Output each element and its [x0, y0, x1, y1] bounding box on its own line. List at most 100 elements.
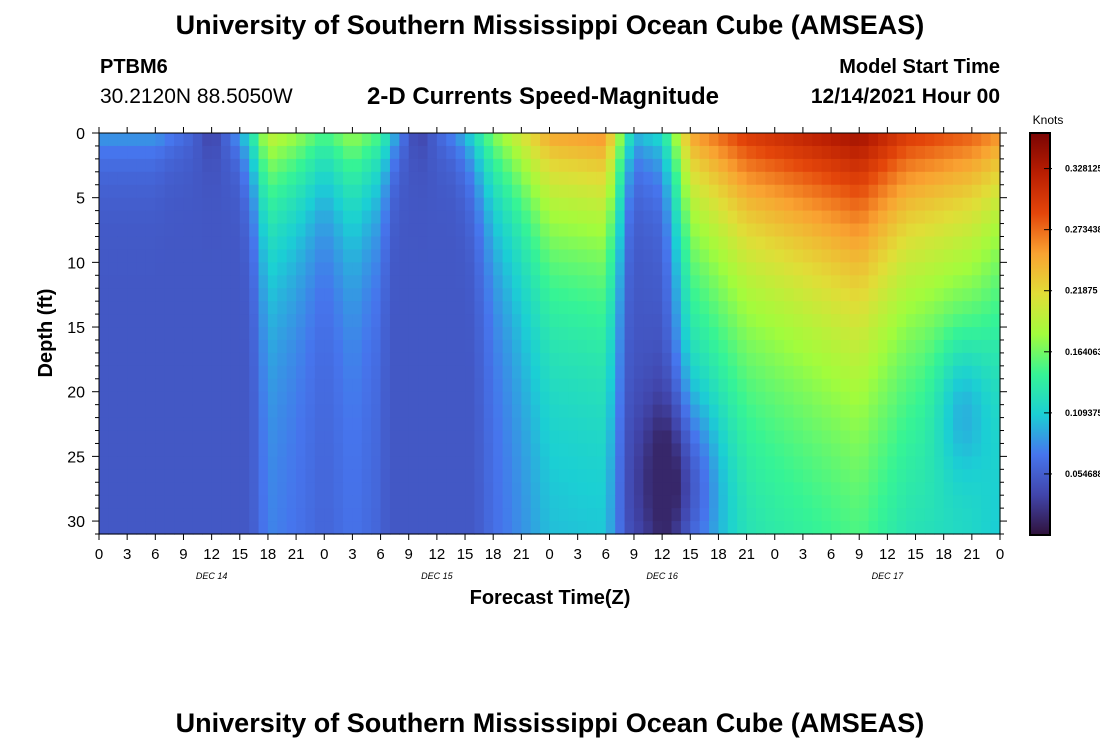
heat-cell	[540, 378, 551, 393]
heat-cell	[812, 495, 823, 509]
heat-cell	[962, 145, 973, 160]
x-tick-label: 21	[513, 546, 530, 563]
heat-cell	[483, 443, 494, 457]
heat-cell	[117, 301, 128, 315]
heat-cell	[305, 145, 316, 160]
heat-cell	[511, 133, 522, 147]
heat-cell	[615, 352, 626, 367]
heat-cell	[906, 314, 917, 328]
heat-cell	[718, 378, 729, 393]
heat-cell	[633, 378, 644, 393]
heat-cell	[568, 314, 579, 328]
heat-cell	[953, 249, 964, 263]
heat-cell	[436, 236, 447, 251]
heat-cell	[971, 469, 982, 483]
heat-cell	[305, 158, 316, 173]
heat-cell	[784, 314, 795, 328]
heat-cell	[671, 249, 682, 263]
heat-cell	[286, 456, 297, 470]
heat-cell	[840, 508, 851, 522]
heat-cell	[145, 482, 156, 496]
heat-cell	[192, 236, 203, 251]
heat-cell	[371, 301, 382, 315]
heat-cell	[812, 158, 823, 173]
heat-cell	[615, 301, 626, 315]
heat-cell	[906, 210, 917, 225]
heat-cell	[671, 339, 682, 354]
heat-cell	[361, 469, 372, 483]
heat-cell	[521, 236, 532, 251]
heat-cell	[596, 482, 607, 496]
heat-cell	[633, 314, 644, 328]
heat-cell	[840, 378, 851, 393]
heat-cell	[755, 275, 766, 289]
heat-cell	[511, 404, 522, 419]
heat-cell	[709, 327, 720, 341]
heat-cell	[493, 469, 504, 483]
heat-cell	[108, 184, 119, 199]
heat-cell	[202, 521, 213, 535]
heat-cell	[540, 365, 551, 380]
heat-cell	[896, 430, 907, 445]
heat-cell	[305, 133, 316, 147]
heat-cell	[981, 508, 992, 522]
heat-cell	[389, 404, 400, 419]
heat-cell	[436, 430, 447, 445]
heat-cell	[333, 184, 344, 199]
heat-cell	[718, 314, 729, 328]
heat-cell	[117, 456, 128, 470]
heat-cell	[605, 352, 616, 367]
heat-cell	[849, 521, 860, 535]
heat-cell	[934, 391, 945, 406]
heat-cell	[868, 236, 879, 251]
heat-cell	[258, 508, 269, 522]
heat-cell	[662, 171, 673, 186]
heat-cell	[511, 275, 522, 289]
heat-cell	[774, 197, 785, 212]
heat-cell	[868, 456, 879, 470]
heat-cell	[540, 404, 551, 419]
heat-cell	[127, 391, 138, 406]
heat-cell	[483, 184, 494, 199]
heat-cell	[652, 314, 663, 328]
heat-cell	[662, 236, 673, 251]
heat-cell	[981, 443, 992, 457]
heat-cell	[314, 482, 325, 496]
heat-cell	[934, 223, 945, 238]
station-coordinates: 30.2120N 88.5050W	[100, 85, 293, 108]
heat-cell	[859, 404, 870, 419]
heat-cell	[558, 236, 569, 251]
heat-cell	[408, 133, 419, 147]
heat-cell	[436, 275, 447, 289]
heat-cell	[587, 378, 598, 393]
heat-cell	[868, 275, 879, 289]
heat-cell	[671, 521, 682, 535]
heat-cell	[352, 301, 363, 315]
heat-cell	[108, 339, 119, 354]
heat-cell	[549, 133, 560, 147]
heat-cell	[305, 495, 316, 509]
heat-cell	[136, 210, 147, 225]
heat-cell	[324, 223, 335, 238]
heat-cell	[605, 391, 616, 406]
heat-cell	[380, 197, 391, 212]
heat-cell	[343, 275, 354, 289]
heat-cell	[371, 443, 382, 457]
heat-cell	[221, 288, 231, 302]
heat-cell	[408, 249, 419, 263]
heat-cell	[267, 133, 278, 147]
heat-cell	[277, 133, 288, 147]
heat-cell	[389, 508, 400, 522]
heat-cell	[540, 236, 551, 251]
heat-cell	[380, 184, 391, 199]
heat-cell	[596, 508, 607, 522]
heat-cell	[727, 508, 738, 522]
heat-cell	[145, 495, 156, 509]
heat-cell	[549, 301, 560, 315]
heat-cell	[971, 314, 982, 328]
heat-cell	[943, 158, 954, 173]
heat-cell	[577, 249, 588, 263]
heat-cell	[239, 456, 250, 470]
heat-cell	[802, 327, 813, 341]
